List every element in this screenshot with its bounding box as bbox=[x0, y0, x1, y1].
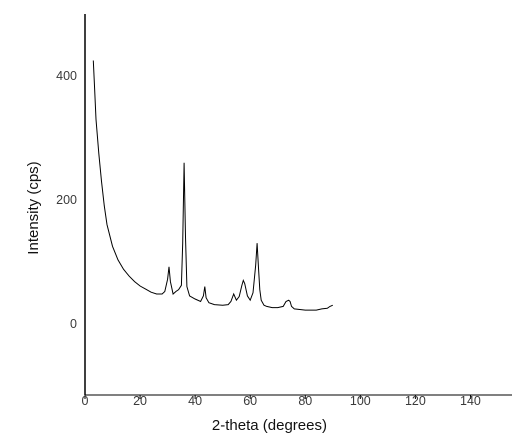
x-axis-ticks: 0 20 40 60 80 100 120 140 bbox=[82, 394, 481, 408]
x-tick-label: 60 bbox=[243, 394, 257, 408]
x-tick-label: 100 bbox=[350, 394, 371, 408]
x-axis-title: 2-theta (degrees) bbox=[212, 417, 327, 434]
x-tick-label: 40 bbox=[188, 394, 202, 408]
intensity-trace bbox=[92, 60, 333, 311]
x-tick-label: 20 bbox=[133, 394, 147, 408]
x-tick-label: 140 bbox=[460, 394, 481, 408]
y-axis-title: Intensity (cps) bbox=[25, 161, 42, 254]
y-tick-label: 200 bbox=[56, 193, 77, 207]
y-axis-ticks: 0 200 400 bbox=[56, 69, 77, 331]
x-tick-label: 0 bbox=[82, 394, 89, 408]
y-tick-label: 0 bbox=[70, 317, 77, 331]
x-tick-label: 80 bbox=[298, 394, 312, 408]
x-tick-label: 120 bbox=[405, 394, 426, 408]
y-tick-label: 400 bbox=[56, 69, 77, 83]
